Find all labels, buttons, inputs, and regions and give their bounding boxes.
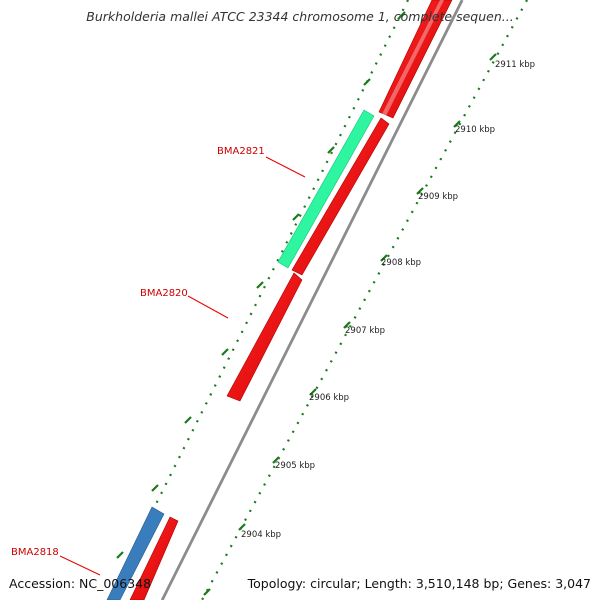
scale-tick [309,388,317,396]
outer-tick [184,416,192,424]
scale-label-2906: 2906 kbp [309,393,349,403]
label-leaders [59,156,306,576]
outer-tick [398,11,406,19]
scale-label-2907: 2907 kbp [345,326,385,336]
scale-tick [343,321,351,329]
scale-labels: 2904 kbp 2905 kbp 2906 kbp 2907 kbp 2908… [241,60,535,540]
accession-label: Accession: NC_006348 [9,576,152,591]
gene-label-bma2821[interactable]: BMA2821 [217,146,265,157]
scale-label-2909: 2909 kbp [418,192,458,202]
outer-dotted-ring [107,0,409,600]
outer-tick [256,281,264,289]
outer-tick [292,213,300,221]
gene-label-bma2818[interactable]: BMA2818 [11,547,59,558]
major-ticks [203,53,497,596]
gene-track [106,0,453,600]
outer-tick [327,146,335,154]
scale-label-2911: 2911 kbp [495,60,535,70]
scale-tick [238,523,246,531]
scale-ring [201,0,528,600]
map-title: Burkholderia mallei ATCC 23344 chromosom… [86,9,514,24]
scale-label-2910: 2910 kbp [455,125,495,135]
scale-label-2908: 2908 kbp [381,258,421,268]
scale-tick [489,53,497,61]
gene-label-bma2820[interactable]: BMA2820 [140,288,188,299]
backbone [159,0,464,600]
outer-tick [151,484,159,492]
outer-tick [221,348,229,356]
scale-tick [203,588,211,596]
scale-tick [272,456,280,464]
gene-bma2818[interactable] [106,506,165,600]
gene-bma2821[interactable] [277,109,375,269]
gene-bma2820[interactable] [226,272,303,402]
topology-label: Topology: circular; Length: 3,510,148 bp… [247,576,591,591]
scale-tick [416,187,424,195]
outer-tick [363,78,371,86]
scale-tick [453,120,461,128]
outer-tick [116,551,124,559]
gene-bottom-red[interactable] [129,516,179,600]
outer-ticks [116,11,406,559]
scale-tick [380,254,388,262]
gene-labels: BMA2821 BMA2820 BMA2818 [11,146,265,558]
gene-top-red[interactable] [378,0,453,119]
scale-label-2905: 2905 kbp [275,461,315,471]
gene-red-middle[interactable] [291,117,390,276]
scale-label-2904: 2904 kbp [241,530,281,540]
